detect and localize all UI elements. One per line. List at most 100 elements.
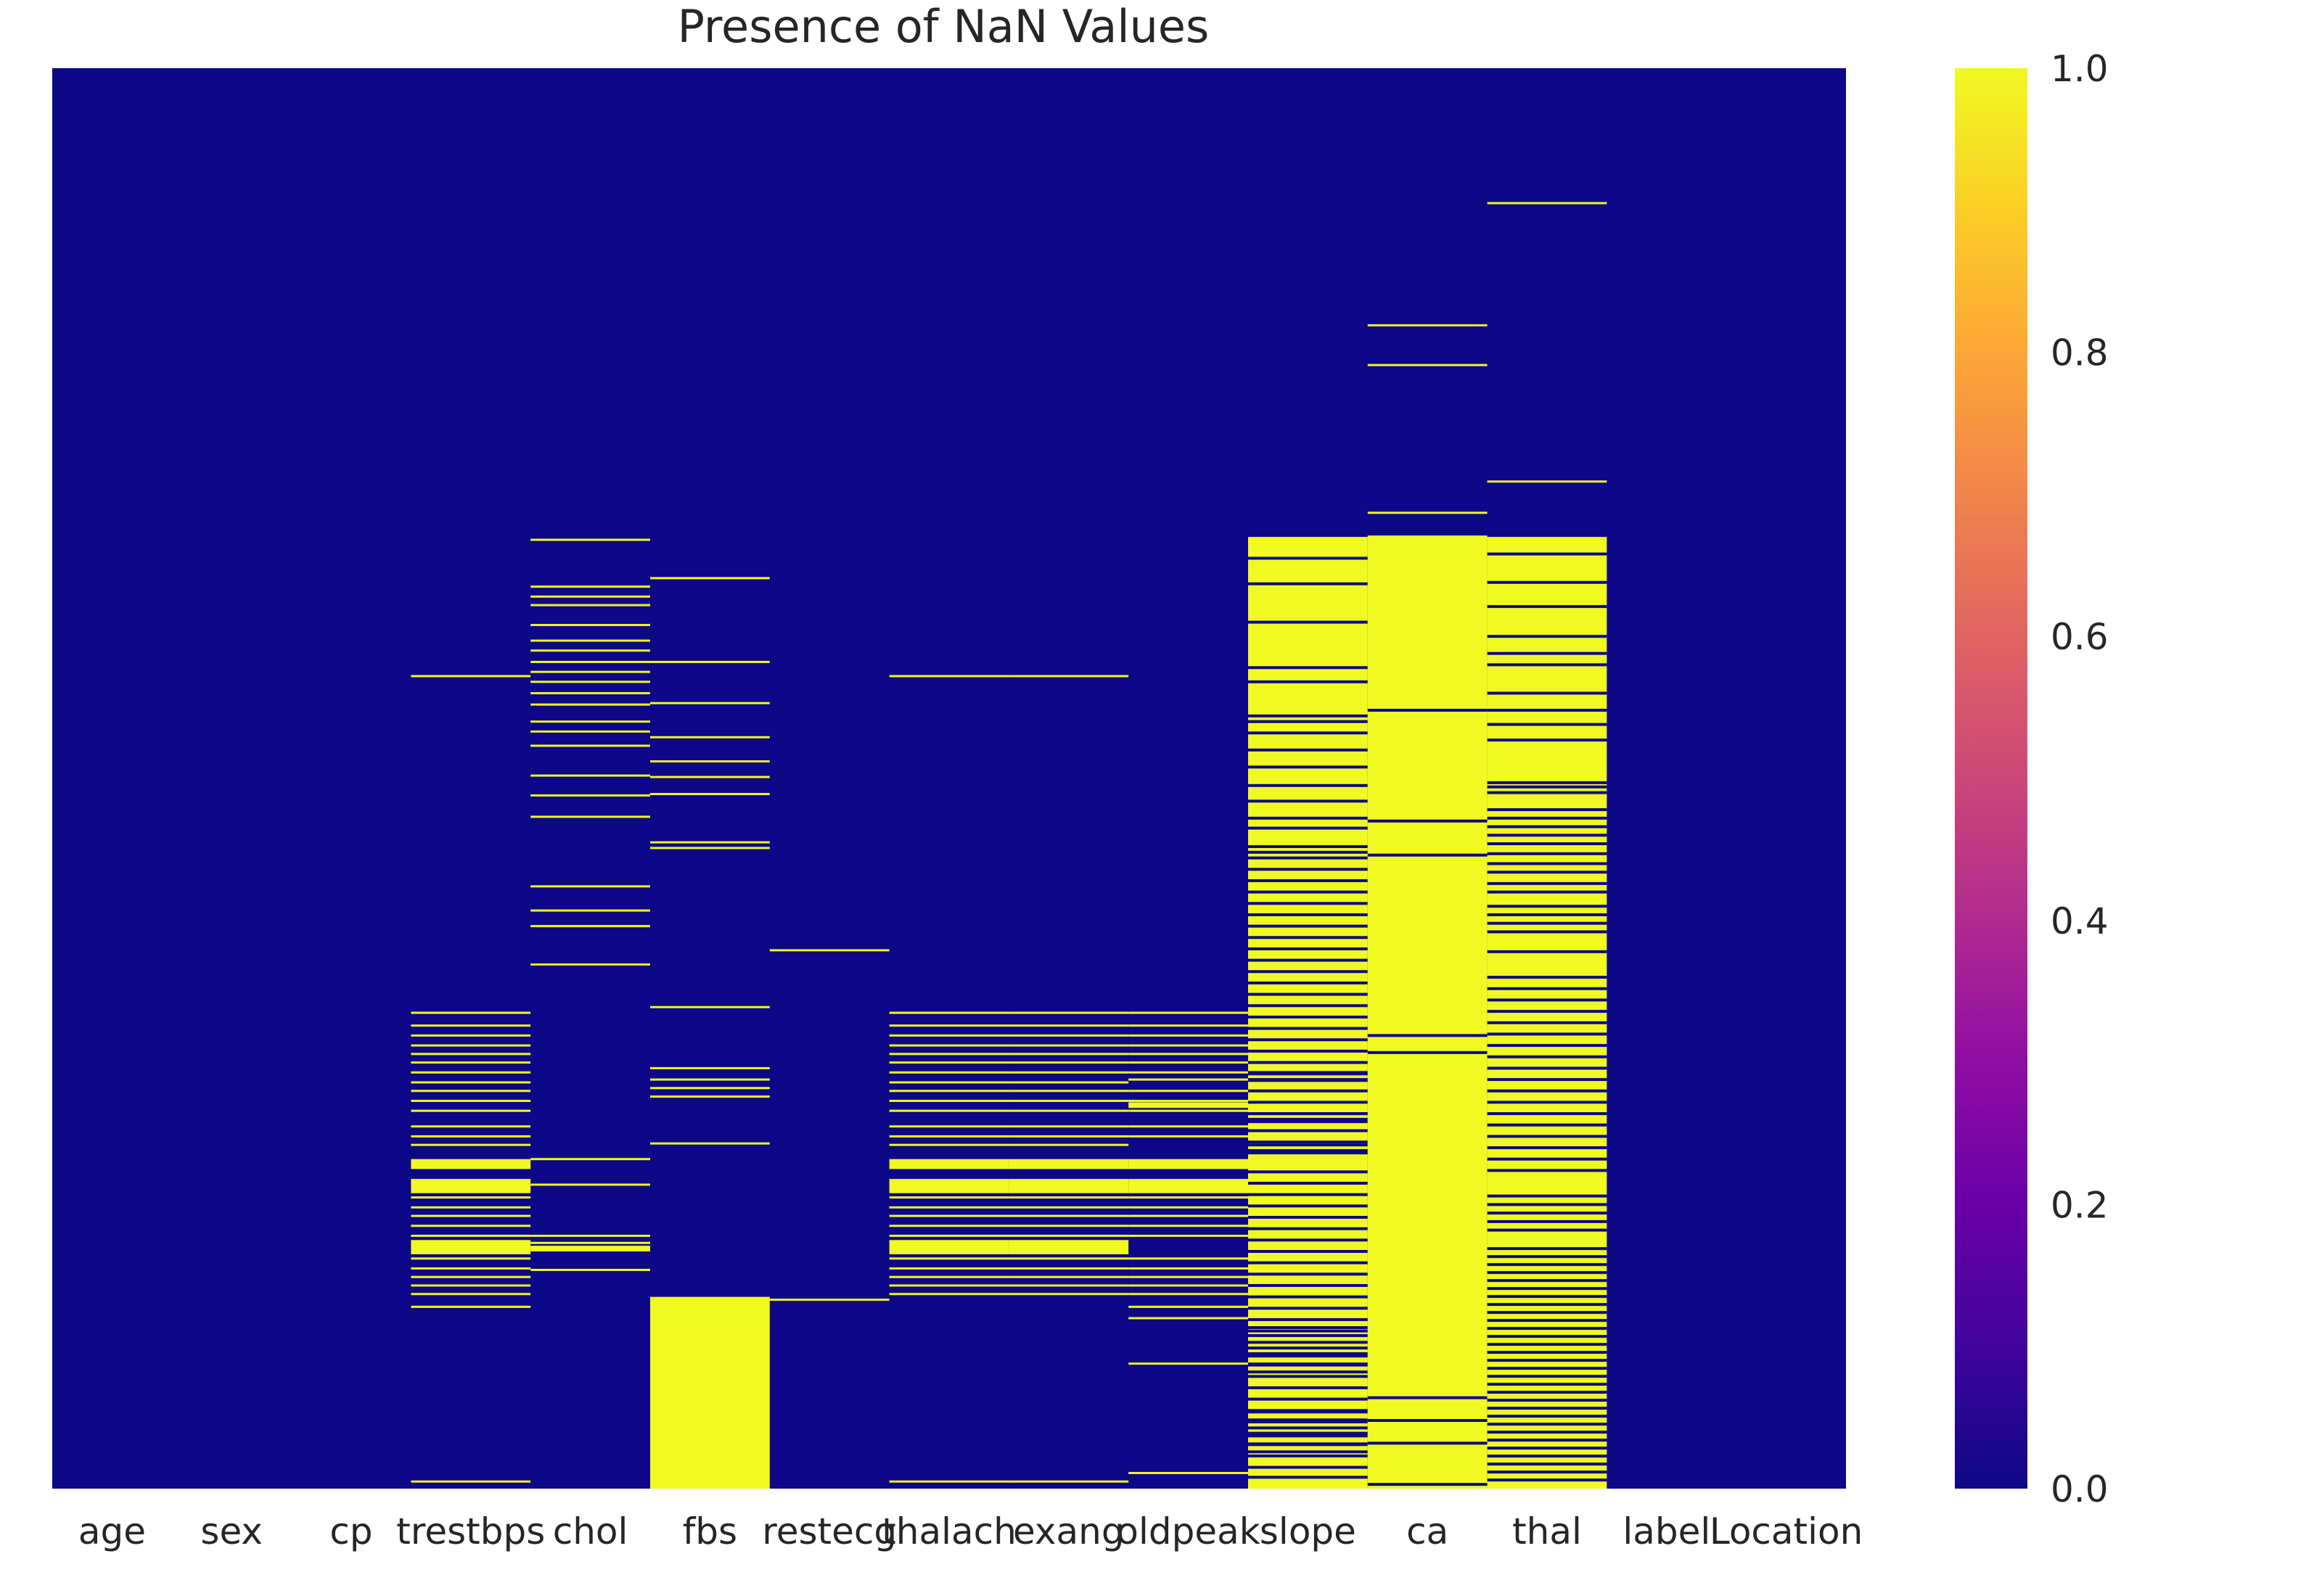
non-nan-row-cell <box>1487 1327 1607 1330</box>
nan-row-cell <box>411 1143 531 1146</box>
non-nan-row-cell <box>1248 1346 1368 1350</box>
nan-row-cell <box>1009 675 1129 678</box>
non-nan-row-cell <box>1248 913 1368 916</box>
nan-row-cell <box>889 1214 1009 1217</box>
nan-row-cell <box>411 675 531 678</box>
non-nan-row-cell <box>1248 1434 1368 1438</box>
nan-row-cell <box>1009 1196 1129 1199</box>
non-nan-row-cell <box>1248 1317 1368 1321</box>
non-nan-row-cell <box>1248 1182 1368 1185</box>
nan-row-cell <box>530 963 650 966</box>
non-nan-row-cell <box>1487 1101 1607 1104</box>
nan-row-cell <box>1128 1071 1248 1074</box>
non-nan-row-cell <box>1487 862 1607 865</box>
x-tick-label-age: age <box>78 1510 146 1552</box>
nan-row-cell <box>1128 1305 1248 1308</box>
heatmap-column-exang <box>1009 675 1129 1483</box>
non-nan-row-cell <box>1487 1044 1607 1048</box>
nan-row-cell <box>530 1183 650 1186</box>
non-nan-row-cell <box>1487 1194 1607 1198</box>
non-nan-row-cell <box>1248 1370 1368 1374</box>
nan-row-cell <box>889 1257 1009 1260</box>
non-nan-row-cell <box>1248 1375 1368 1378</box>
nan-row-cell <box>889 1267 1009 1270</box>
nan-row-cell <box>411 1090 531 1093</box>
nan-block-cell <box>1009 1179 1129 1193</box>
nan-row-cell <box>1128 1061 1248 1064</box>
nan-row-cell <box>1128 1135 1248 1138</box>
x-tick-label-cp: cp <box>329 1510 372 1552</box>
non-nan-row-cell <box>1367 1050 1488 1054</box>
non-nan-row-cell <box>1248 981 1368 984</box>
non-nan-row-cell <box>1487 1383 1607 1386</box>
nan-row-cell <box>530 730 650 733</box>
colorbar-tick-labels: 0.0 0.2 0.4 0.6 0.8 1.0 <box>2051 48 2109 1510</box>
nan-row-cell <box>1009 1234 1129 1237</box>
non-nan-row-cell <box>1487 825 1607 828</box>
non-nan-row-cell <box>1487 881 1607 885</box>
non-nan-row-cell <box>1487 1375 1607 1378</box>
x-tick-label-sex: sex <box>200 1510 263 1552</box>
non-nan-row-cell <box>1487 1271 1607 1275</box>
nan-row-cell <box>889 1011 1009 1014</box>
nan-row-cell <box>530 1268 650 1271</box>
nan-row-cell <box>650 776 770 778</box>
nan-block-cell <box>411 1179 531 1193</box>
nan-row-cell <box>1009 1044 1129 1047</box>
colorbar-tick-label: 1.0 <box>2051 48 2109 90</box>
nan-row-cell <box>1009 1135 1129 1138</box>
nan-row-cell <box>1128 1234 1248 1237</box>
non-nan-row-cell <box>1248 799 1368 803</box>
colorbar-tick-label: 0.8 <box>2051 332 2109 374</box>
non-nan-row-cell <box>1487 1135 1607 1138</box>
nan-row-cell <box>650 1078 770 1081</box>
nan-row-cell <box>889 1061 1009 1064</box>
nan-row-cell <box>1009 1275 1129 1278</box>
non-nan-row-cell <box>1248 890 1368 894</box>
non-nan-row-cell <box>1487 987 1607 990</box>
non-nan-row-cell <box>1248 1326 1368 1330</box>
nan-block-cell <box>1248 537 1368 1489</box>
nan-row-cell <box>650 1142 770 1145</box>
non-nan-row-cell <box>1248 844 1368 848</box>
nan-row-cell <box>1128 1293 1248 1296</box>
non-nan-row-cell <box>1248 1329 1368 1333</box>
nan-row-cell <box>411 1099 531 1102</box>
nan-row-cell <box>411 1214 531 1217</box>
non-nan-row-cell <box>1487 605 1607 609</box>
heatmap-column-thal <box>1487 202 1607 1489</box>
non-nan-row-cell <box>1248 1143 1368 1147</box>
non-nan-row-cell <box>1248 1465 1368 1469</box>
non-nan-row-cell <box>1248 1129 1368 1132</box>
nan-row-cell <box>889 1480 1009 1483</box>
non-nan-row-cell <box>1248 1284 1368 1288</box>
non-nan-row-cell <box>1487 1391 1607 1394</box>
nan-row-cell <box>411 1061 531 1064</box>
non-nan-row-cell <box>1487 998 1607 1002</box>
non-nan-row-cell <box>1248 1049 1368 1053</box>
non-nan-row-cell <box>1487 1078 1607 1082</box>
non-nan-row-cell <box>1367 1441 1488 1445</box>
nan-block-cell <box>889 1159 1009 1169</box>
non-nan-row-cell <box>1367 1034 1488 1037</box>
nan-row-cell <box>650 847 770 850</box>
heatmap-column-ca <box>1367 324 1488 1489</box>
non-nan-row-cell <box>1487 816 1607 820</box>
non-nan-row-cell <box>1248 1140 1368 1144</box>
non-nan-row-cell <box>1487 1295 1607 1299</box>
nan-row-cell <box>1128 1109 1248 1112</box>
nan-row-cell <box>1128 1317 1248 1320</box>
non-nan-row-cell <box>1487 691 1607 695</box>
non-nan-row-cell <box>1487 1212 1607 1215</box>
non-nan-row-cell <box>1487 663 1607 667</box>
nan-block-cell <box>889 1179 1009 1193</box>
x-tick-label-oldpeak: oldpeak <box>1116 1510 1260 1552</box>
nan-row-cell <box>411 1206 531 1209</box>
non-nan-row-cell <box>1248 720 1368 723</box>
nan-row-cell <box>1009 1099 1129 1102</box>
non-nan-row-cell <box>1487 852 1607 855</box>
non-nan-row-cell <box>1248 680 1368 683</box>
non-nan-row-cell <box>1248 970 1368 974</box>
nan-row-cell <box>1009 1284 1129 1287</box>
non-nan-row-cell <box>1487 1066 1607 1070</box>
